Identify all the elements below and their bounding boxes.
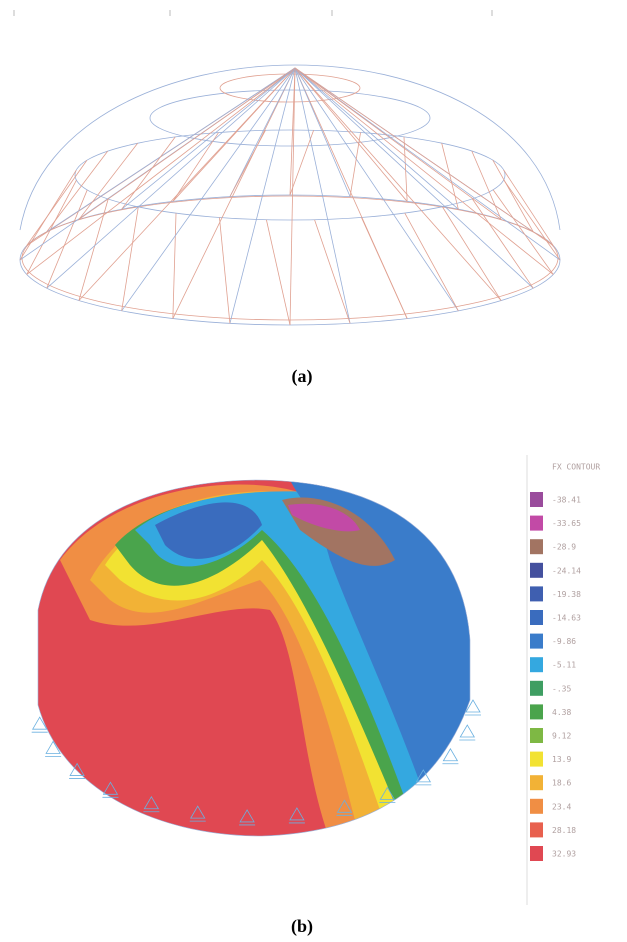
legend-label: 23.4 bbox=[552, 802, 571, 811]
legend-label: -5.11 bbox=[552, 661, 576, 670]
legend-swatch bbox=[530, 634, 543, 649]
member bbox=[27, 180, 77, 274]
legend-label: -24.14 bbox=[552, 566, 581, 575]
legend-swatch bbox=[530, 704, 543, 719]
legend-swatch bbox=[530, 846, 543, 861]
member bbox=[493, 160, 533, 232]
member bbox=[350, 132, 360, 196]
legend-label: -33.65 bbox=[552, 519, 581, 528]
member bbox=[27, 160, 87, 245]
page: {"figure": { "panel_a": {"caption": "(a)… bbox=[0, 0, 627, 942]
caption: (b) bbox=[291, 916, 313, 937]
member bbox=[27, 68, 295, 274]
legend-label: 32.93 bbox=[552, 850, 576, 859]
legend-label: -19.38 bbox=[552, 590, 581, 599]
legend-label: -9.86 bbox=[552, 637, 576, 646]
member bbox=[405, 213, 459, 311]
member bbox=[295, 68, 458, 209]
legend-label: 18.6 bbox=[552, 779, 571, 788]
legend-label: 13.9 bbox=[552, 755, 571, 764]
legend-label: -14.63 bbox=[552, 614, 581, 623]
legend-swatch bbox=[530, 775, 543, 790]
member bbox=[173, 133, 219, 202]
legend-swatch bbox=[530, 728, 543, 743]
legend-swatch bbox=[530, 799, 543, 814]
legend-swatch bbox=[530, 657, 543, 672]
legend-swatch bbox=[530, 610, 543, 625]
support bbox=[459, 725, 475, 740]
member bbox=[504, 180, 560, 260]
member bbox=[122, 68, 295, 311]
member bbox=[122, 207, 139, 311]
contour-dome bbox=[30, 470, 480, 850]
member bbox=[266, 220, 290, 325]
legend-swatch bbox=[530, 516, 543, 531]
figure: (a) FX CONTOUR -38.41 -33.65 -28.9 -24.14 -1… bbox=[0, 0, 627, 942]
legend-label: -28.9 bbox=[552, 543, 576, 552]
legend-label: -.35 bbox=[552, 684, 571, 693]
legend-swatch bbox=[530, 752, 543, 767]
legend-label: -38.41 bbox=[552, 496, 581, 505]
legend-swatch bbox=[530, 822, 543, 837]
member bbox=[173, 68, 295, 319]
legend-label: 4.38 bbox=[552, 708, 571, 717]
member bbox=[173, 213, 176, 318]
tick-marks bbox=[14, 10, 492, 16]
member bbox=[230, 130, 266, 196]
caption: (a) bbox=[292, 366, 313, 387]
legend-swatch bbox=[530, 492, 543, 507]
legend-label: 9.12 bbox=[552, 732, 571, 741]
member bbox=[361, 217, 407, 318]
member bbox=[295, 68, 458, 311]
member bbox=[442, 207, 501, 301]
legend-swatch bbox=[530, 681, 543, 696]
legend-swatch bbox=[530, 539, 543, 554]
legend-swatch bbox=[530, 586, 543, 601]
member bbox=[122, 68, 295, 209]
member bbox=[290, 68, 295, 325]
member bbox=[219, 218, 229, 324]
member bbox=[504, 170, 554, 246]
wireframe-dome bbox=[20, 65, 560, 325]
member bbox=[472, 199, 533, 288]
member bbox=[295, 68, 533, 288]
member bbox=[295, 68, 553, 274]
legend: -38.41 -33.65 -28.9 -24.14 -19.38 -14.63 -9.86… bbox=[530, 492, 581, 861]
legend-title: FX CONTOUR bbox=[552, 463, 600, 472]
legend-swatch bbox=[530, 563, 543, 578]
legend-label: 28.18 bbox=[552, 826, 576, 835]
member bbox=[295, 68, 501, 301]
member bbox=[47, 68, 295, 232]
member bbox=[230, 68, 295, 197]
member bbox=[315, 220, 351, 324]
member bbox=[47, 68, 295, 288]
